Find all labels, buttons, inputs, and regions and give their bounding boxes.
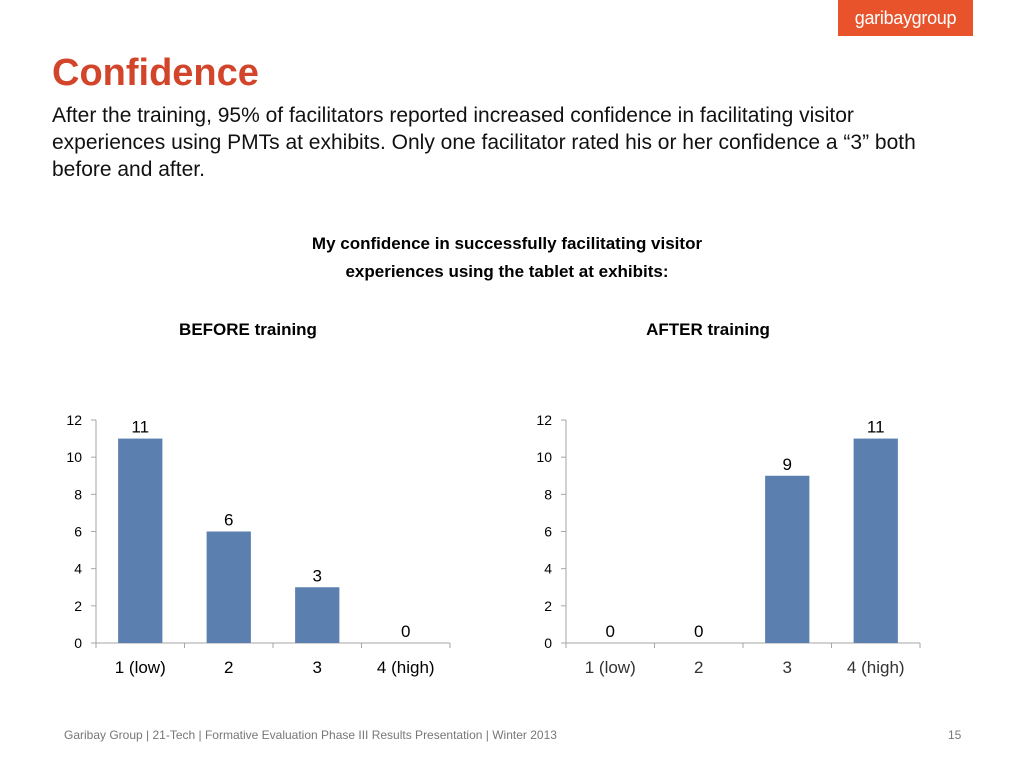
before-y-tick-label: 6 — [74, 524, 82, 540]
before-training-bar-chart: 0 2 4 6 8 10 12 11 1 (low) 6 2 3 3 0 4 (high) — [66, 412, 451, 677]
after-bar-value-label: 9 — [783, 455, 792, 474]
before-category-label: 1 (low) — [115, 658, 166, 677]
before-y-tick-label: 10 — [66, 449, 82, 465]
slide-subtitle: After the training, 95% of facilitators … — [52, 104, 916, 181]
chart-heading-line-1: My confidence in successfully facilitati… — [311, 234, 703, 253]
after-y-tick-label: 2 — [544, 598, 552, 614]
after-bar-value-label: 0 — [606, 622, 615, 641]
after-y-tick-label: 6 — [544, 524, 552, 540]
after-category-label: 2 — [694, 658, 703, 677]
chart-heading-line-2: experiences using the tablet at exhibits… — [345, 262, 669, 281]
before-bar-value-label: 11 — [131, 418, 149, 437]
after-y-tick-label: 8 — [544, 486, 552, 502]
chart-heading: My confidence in successfully facilitati… — [262, 230, 752, 286]
footer-text: Garibay Group | 21-Tech | Formative Eval… — [64, 728, 557, 742]
after-y-tick-label: 4 — [544, 561, 552, 577]
before-bar — [118, 438, 163, 643]
after-y-tick-label: 0 — [544, 635, 552, 651]
before-bar — [206, 531, 251, 643]
before-bar-value-label: 0 — [401, 622, 410, 641]
garibay-group-logo: garibaygroup — [838, 0, 973, 36]
before-y-tick-label: 0 — [74, 635, 82, 651]
before-category-label: 3 — [313, 658, 322, 677]
after-category-label: 1 (low) — [585, 658, 636, 677]
after-category-label: 3 — [783, 658, 792, 677]
before-bar-value-label: 6 — [224, 511, 233, 530]
before-bar-value-label: 3 — [313, 566, 322, 585]
before-y-tick-label: 2 — [74, 598, 82, 614]
after-training-bar-chart: 0 2 4 6 8 10 12 0 1 (low) 0 2 9 3 11 4 (high) — [536, 412, 921, 677]
before-y-tick-label: 8 — [74, 486, 82, 502]
before-bar — [295, 587, 340, 643]
after-bar — [765, 475, 810, 643]
after-chart-title: AFTER training — [646, 320, 770, 339]
before-y-tick-label: 12 — [66, 412, 82, 428]
after-y-tick-label: 12 — [536, 412, 552, 428]
after-y-tick-label: 10 — [536, 449, 552, 465]
page-number: 15 — [948, 728, 962, 742]
after-bar — [853, 438, 898, 643]
slide-title: Confidence — [52, 52, 259, 94]
before-category-label: 2 — [224, 658, 233, 677]
before-category-label: 4 (high) — [377, 658, 435, 677]
after-bar-value-label: 11 — [867, 418, 885, 437]
before-chart-title: BEFORE training — [179, 320, 317, 339]
before-y-tick-label: 4 — [74, 561, 82, 577]
after-category-label: 4 (high) — [847, 658, 905, 677]
after-bar-value-label: 0 — [694, 622, 703, 641]
